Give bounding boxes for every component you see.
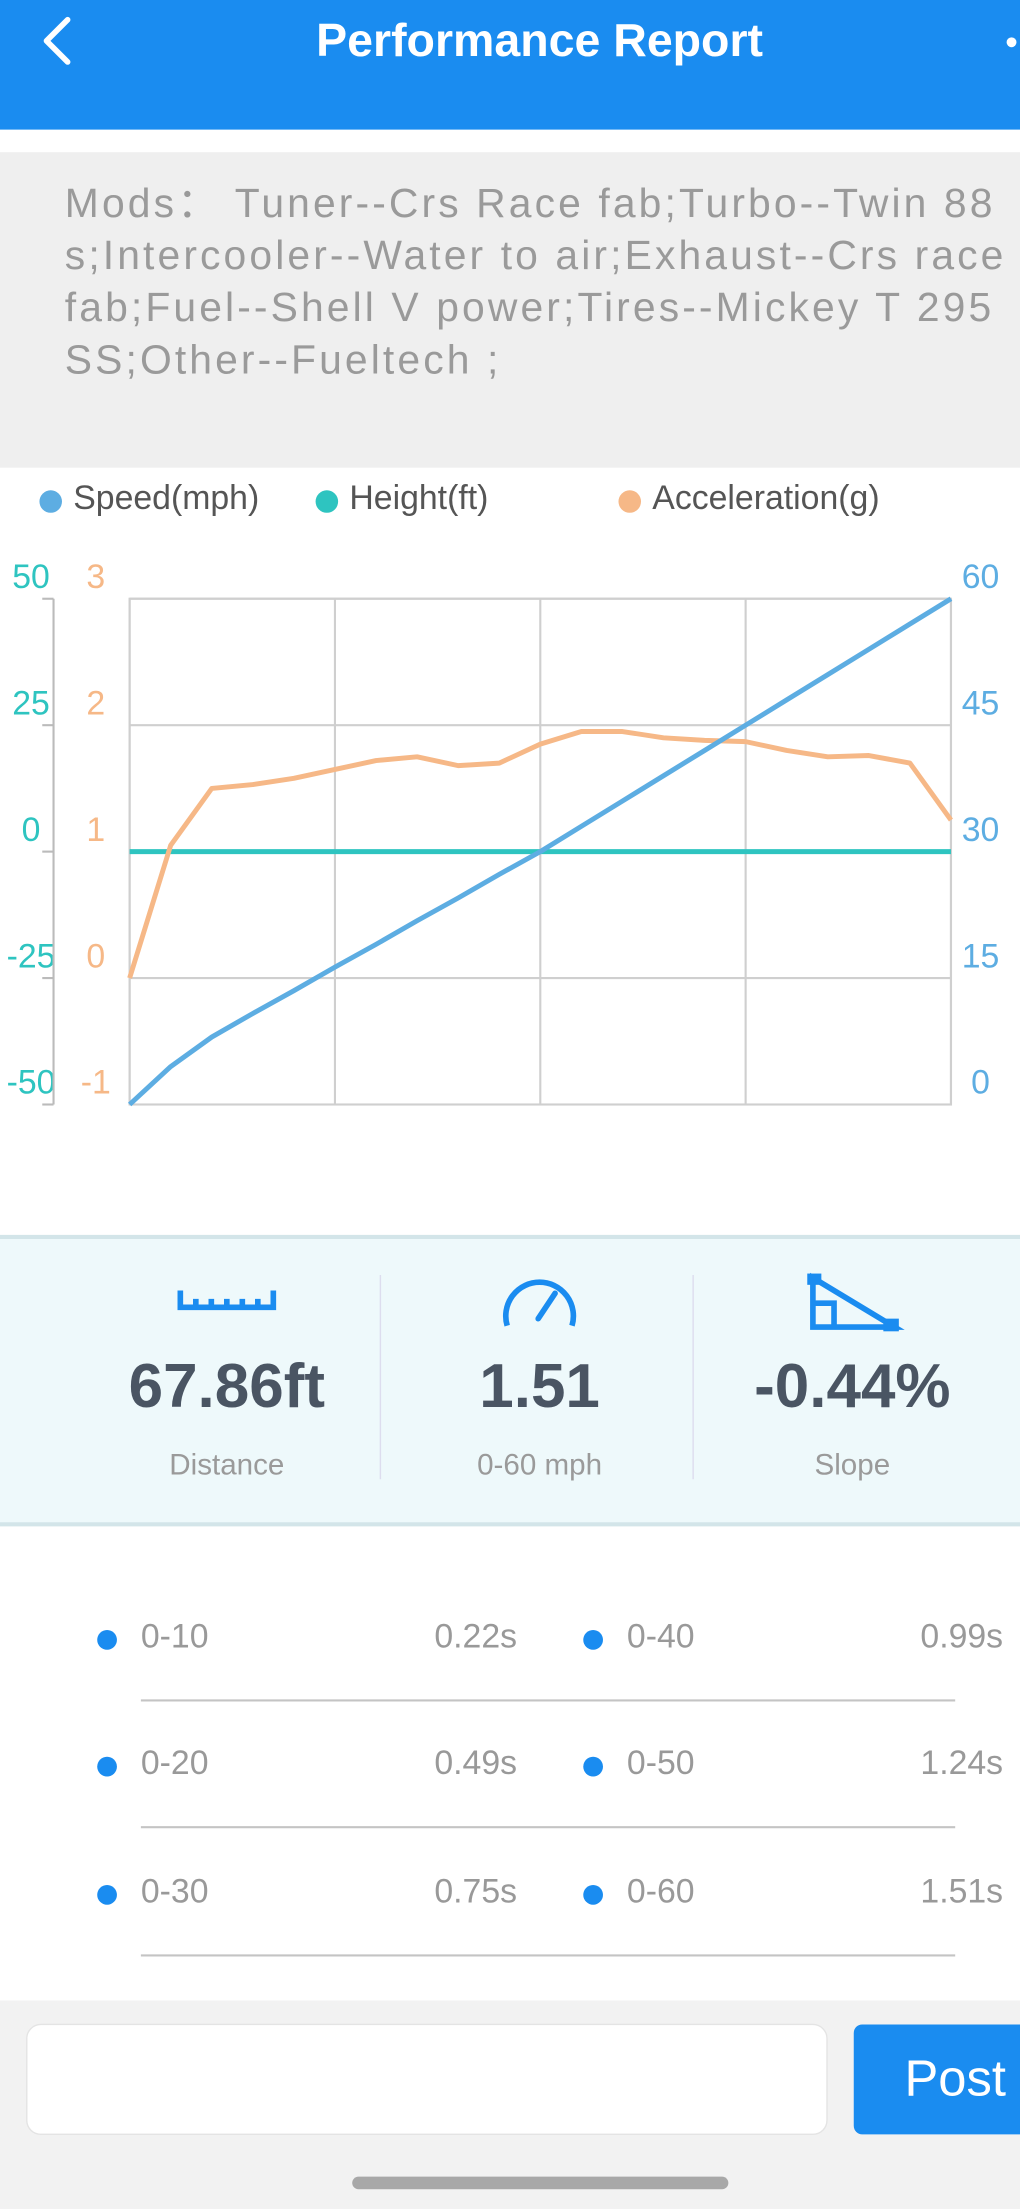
mods-text: Mods： Tuner--Crs Race fab;Turbo--Twin 88… [64,181,1007,384]
legend-label[interactable]: Speed(mph) [73,479,259,517]
comment-input[interactable] [26,2023,828,2136]
back-button[interactable] [43,16,71,65]
speed-icon-needle [535,1290,558,1322]
y-tick-label: 15 [962,937,1000,975]
stat-value: -0.44% [754,1352,950,1421]
stat-value: 1.51 [479,1352,600,1421]
split-dot [583,1629,603,1650]
header-title: Performance Report [316,14,763,66]
header-bar [0,0,1020,130]
chart: 015304560Speed(mph)-50-2502550Height(ft)… [7,479,1000,1107]
split-label: 0-50 [627,1744,695,1782]
split-label: 0-40 [627,1617,695,1655]
y-tick-label: 45 [962,684,1000,722]
y-tick-label: 0 [22,811,41,849]
legend-marker[interactable] [39,490,62,513]
stat-label: Slope [815,1448,891,1481]
y-tick-label: 0 [86,937,105,975]
speed-icon [502,1279,577,1327]
y-tick-label: 50 [12,558,50,596]
y-tick-label: 60 [962,558,1000,596]
stat-value: 67.86ft [129,1352,325,1421]
split-dot [583,1756,603,1777]
split-time: 0.49s [434,1744,517,1782]
legend-marker[interactable] [315,490,339,513]
y-tick-label: -50 [7,1064,56,1102]
post-label: Post [904,2050,1005,2107]
split-time: 1.51s [920,1872,1003,1910]
y-tick-label: -25 [7,937,56,975]
legend-label[interactable]: Height(ft) [349,479,488,517]
y-tick-label: 25 [12,684,50,722]
series-line [127,729,953,979]
split-time: 0.22s [434,1617,517,1655]
stat-label: Distance [169,1448,284,1481]
split-dot [97,1629,117,1650]
stats: 67.86ft Distance 1.51 0-60 mph -0.44% Slope [129,1352,951,1482]
slope-icon-cap [807,1273,822,1285]
y-tick-label: 3 [86,558,105,596]
split-time: 0.99s [920,1617,1003,1655]
split-list: 0-10 0.22s 0-40 0.99s 0-20 0.49s 0-50 1.24s 0-30… [97,1617,1003,1957]
series-line [127,596,953,1107]
split-dot [97,1884,117,1905]
split-label: 0-30 [141,1872,209,1910]
y-tick-label: 1 [86,811,105,849]
split-label: 0-20 [141,1744,209,1782]
y-tick-label: 2 [86,684,105,722]
mods-box: Mods： Tuner--Crs Race fab;Turbo--Twin 88… [64,181,1007,384]
post-button[interactable] [853,2024,1020,2135]
stats-panel [0,1235,1020,1526]
split-dot [583,1884,603,1905]
y-tick-label: -1 [81,1064,111,1102]
home-indicator [352,2176,729,2190]
split-time: 0.75s [434,1872,517,1910]
stat-label: 0-60 mph [477,1448,602,1481]
split-label: 0-10 [141,1617,209,1655]
y-tick-label: 0 [971,1064,990,1102]
slope-icon [810,1272,905,1330]
slope-icon-cap [883,1318,899,1332]
mods-panel [0,152,1020,468]
legend-marker[interactable] [618,490,642,513]
split-time: 1.24s [920,1744,1003,1782]
split-label: 0-60 [627,1872,695,1910]
ruler-icon [177,1290,277,1311]
menu-button[interactable] [1006,37,1017,48]
split-dot [97,1756,117,1777]
legend-label[interactable]: Acceleration(g) [652,479,879,517]
y-tick-label: 30 [962,811,1000,849]
